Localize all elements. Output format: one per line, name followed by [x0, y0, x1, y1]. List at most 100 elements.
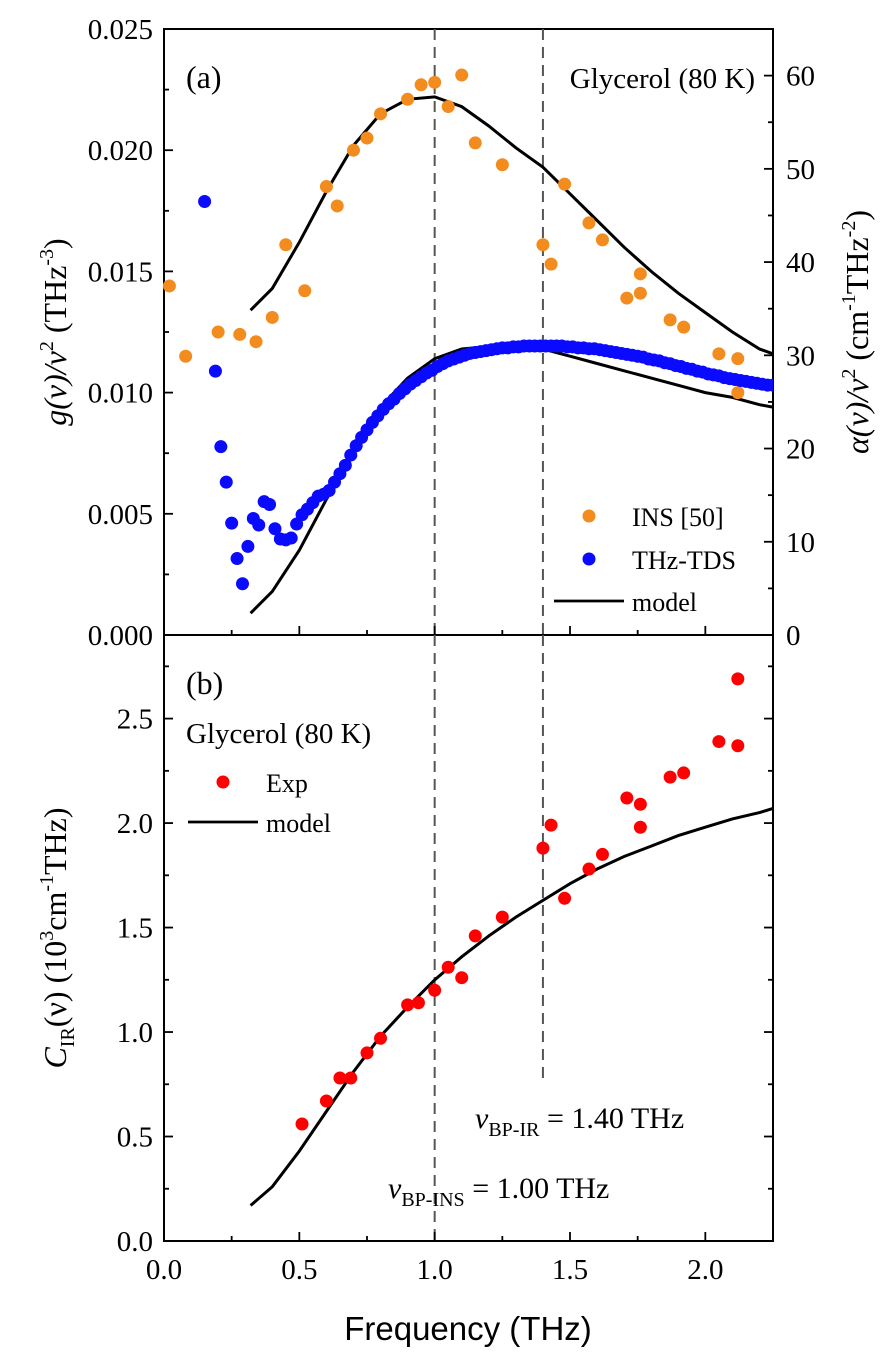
exp-point — [536, 841, 550, 855]
model-curve-a-0 — [249, 95, 773, 356]
y2tick-a-label: 50 — [786, 154, 815, 186]
y2tick-a-label: 10 — [786, 527, 815, 559]
ytick-a-label: 0.000 — [88, 620, 153, 652]
exp-point — [344, 1071, 358, 1085]
ins-point — [731, 352, 745, 366]
xtick-label: 1.0 — [417, 1254, 453, 1286]
panel-a-y2label: α(ν)/ν2 (cm-1THz-2) — [838, 210, 875, 454]
ins-point — [249, 335, 263, 349]
thz-point — [235, 577, 249, 591]
panel-a-annotation: Glycerol (80 K) — [570, 63, 755, 95]
xtick-label: 1.5 — [552, 1254, 588, 1286]
legend-ins-label: INS [50] — [632, 503, 724, 532]
panel-b-legend: Exp model — [188, 769, 331, 838]
panel-b-label: (b) — [186, 665, 223, 701]
y2tick-a-label: 20 — [786, 434, 815, 466]
annotation-bp-ir: νBP-IR = 1.40 THz — [475, 1102, 684, 1141]
ins-point — [319, 180, 333, 194]
ins-point — [558, 177, 572, 191]
exp-point — [441, 960, 455, 974]
ytick-b-label: 0.0 — [117, 1226, 153, 1258]
legend-thz-label: THz-TDS — [632, 546, 736, 575]
exp-point — [319, 1094, 333, 1108]
thz-point — [225, 516, 239, 530]
panel-a-legend: INS [50] THz-TDS model — [554, 503, 736, 617]
ytick-b-label: 0.5 — [117, 1122, 153, 1154]
annotation-bp-ins: νBP-INS = 1.00 THz — [388, 1172, 609, 1211]
exp-point — [731, 739, 745, 753]
ins-point — [401, 92, 415, 106]
exp-point — [401, 998, 415, 1012]
exp-point — [633, 820, 647, 834]
panel-a-label: (a) — [186, 59, 222, 95]
panel-b-ylabel: CIR(ν) (103cm-1THz) — [36, 807, 79, 1068]
ins-point — [330, 199, 344, 213]
ins-point — [712, 347, 726, 361]
thz-point — [268, 522, 282, 536]
exp-point — [468, 929, 482, 943]
thz-point — [198, 194, 212, 208]
exp-point — [558, 891, 572, 905]
ins-point — [620, 291, 634, 305]
ytick-a-label: 0.010 — [88, 378, 153, 410]
exp-point — [360, 1046, 374, 1060]
ytick-b-label: 1.0 — [117, 1017, 153, 1049]
x-axis-label: Frequency (THz) — [344, 1310, 592, 1347]
ins-point — [346, 143, 360, 157]
ins-point — [265, 310, 279, 324]
exp-point — [495, 910, 509, 924]
ins-point — [544, 257, 558, 271]
ins-point — [663, 313, 677, 327]
thz-point — [230, 552, 244, 566]
exp-point — [677, 766, 691, 780]
ins-point — [179, 349, 193, 363]
ins-point — [495, 158, 509, 172]
ins-point — [233, 327, 247, 341]
exp-point — [411, 996, 425, 1010]
exp-point — [544, 818, 558, 832]
ytick-a-label: 0.020 — [88, 135, 153, 167]
ins-point — [633, 267, 647, 281]
thz-point — [214, 440, 228, 454]
ins-point — [731, 386, 745, 400]
thz-point — [241, 539, 255, 553]
ytick-a-label: 0.025 — [88, 14, 153, 46]
ins-point — [360, 131, 374, 145]
exp-point — [731, 672, 745, 686]
legend-ins-marker — [582, 509, 596, 523]
legend-thz-marker — [582, 552, 596, 566]
thz-point — [208, 364, 222, 378]
ytick-a-label: 0.005 — [88, 499, 153, 531]
exp-point — [428, 983, 442, 997]
ytick-b-label: 2.0 — [117, 808, 153, 840]
exp-point — [374, 1031, 388, 1045]
legend-exp-marker — [216, 775, 230, 789]
legend-exp-label: Exp — [266, 769, 308, 798]
ins-point — [455, 68, 469, 82]
thz-point — [263, 497, 277, 511]
legend-model-b-label: model — [266, 809, 331, 838]
ins-point — [428, 75, 442, 89]
ins-point — [279, 238, 293, 252]
y2tick-a-label: 0 — [786, 620, 801, 652]
thz-point — [252, 518, 266, 532]
ins-point — [633, 286, 647, 300]
ytick-b-label: 2.5 — [117, 704, 153, 736]
ytick-b-label: 1.5 — [117, 913, 153, 945]
ins-point — [298, 284, 312, 298]
ins-point — [162, 279, 176, 293]
exp-point — [455, 971, 469, 985]
xtick-label: 2.0 — [687, 1254, 723, 1286]
exp-point — [595, 847, 609, 861]
y2tick-a-label: 40 — [786, 247, 815, 279]
tick-labels: 0.0 0.5 1.0 1.5 2.00.0000.0050.0100.0150.020… — [88, 14, 815, 1286]
model-curve-b — [249, 806, 773, 1207]
thz-point — [284, 531, 298, 545]
ins-point — [536, 238, 550, 252]
exp-point — [333, 1071, 347, 1085]
ins-point — [211, 325, 225, 339]
y2tick-a-label: 30 — [786, 340, 815, 372]
ins-point — [677, 320, 691, 334]
panel-b-frame — [163, 634, 774, 1242]
